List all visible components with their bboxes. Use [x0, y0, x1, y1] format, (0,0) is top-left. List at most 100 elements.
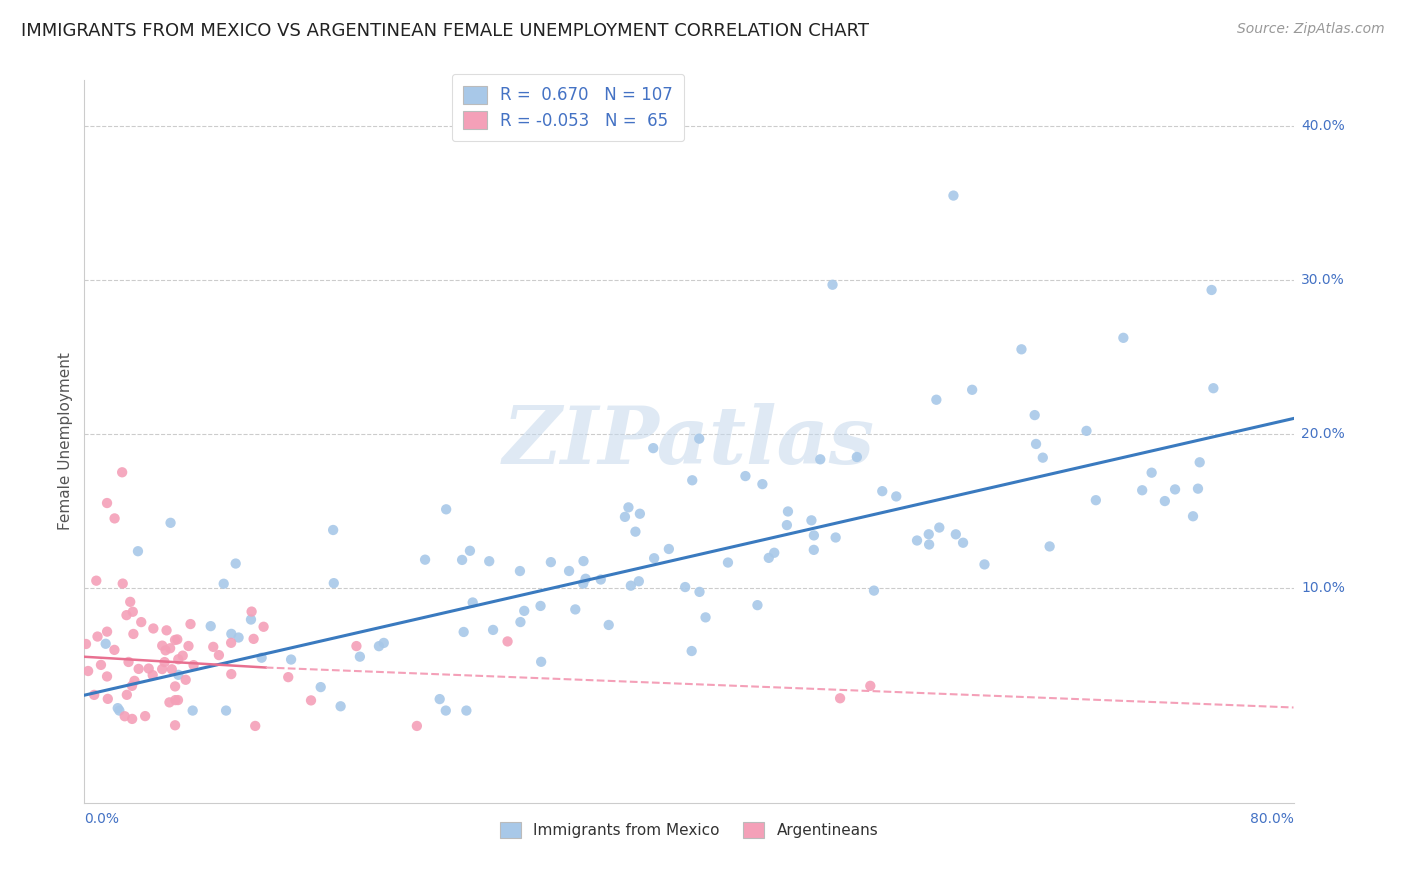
Point — [167, 668, 190, 682]
Point — [461, 595, 484, 609]
Point — [643, 551, 665, 566]
Point — [299, 693, 322, 707]
Point — [129, 615, 152, 629]
Point — [142, 668, 165, 682]
Point — [121, 679, 143, 693]
Point — [242, 632, 264, 646]
Text: 20.0%: 20.0% — [1301, 427, 1344, 441]
Point — [277, 670, 299, 684]
Point — [529, 599, 551, 613]
Point — [803, 542, 825, 557]
Point — [673, 580, 696, 594]
Point — [96, 624, 118, 639]
Point — [1112, 331, 1135, 345]
Point — [134, 709, 156, 723]
Point — [734, 469, 756, 483]
Point — [368, 639, 391, 653]
Point — [1182, 509, 1205, 524]
Point — [572, 554, 595, 568]
Point — [167, 652, 190, 666]
Point — [121, 712, 143, 726]
Point — [1201, 283, 1223, 297]
Point — [115, 688, 138, 702]
Point — [174, 673, 197, 687]
Point — [1188, 455, 1211, 469]
Point — [349, 649, 371, 664]
Point — [159, 641, 181, 656]
Point — [884, 490, 907, 504]
Point — [905, 533, 928, 548]
Point — [845, 450, 868, 464]
Text: 0.0%: 0.0% — [84, 812, 120, 826]
Point — [104, 511, 127, 525]
Point — [751, 477, 773, 491]
Point — [572, 576, 595, 591]
Point — [83, 688, 105, 702]
Point — [128, 662, 150, 676]
Point — [155, 624, 177, 638]
Point — [808, 452, 831, 467]
Point — [202, 640, 225, 654]
Point — [758, 550, 780, 565]
Point — [451, 553, 474, 567]
Point — [681, 644, 703, 658]
Point — [617, 500, 640, 515]
Point — [280, 652, 302, 666]
Point — [1032, 450, 1054, 465]
Point — [166, 632, 188, 647]
Point — [90, 657, 112, 672]
Point — [346, 639, 368, 653]
Point — [942, 188, 965, 202]
Point — [624, 524, 647, 539]
Point — [513, 604, 536, 618]
Point — [183, 658, 205, 673]
Point — [496, 634, 519, 648]
Point — [219, 667, 242, 681]
Point — [103, 643, 125, 657]
Point — [928, 520, 950, 534]
Point — [478, 554, 501, 568]
Point — [558, 564, 581, 578]
Point — [322, 576, 344, 591]
Point — [228, 631, 250, 645]
Point — [747, 598, 769, 612]
Point — [111, 465, 134, 479]
Point — [1076, 424, 1098, 438]
Point — [776, 518, 799, 533]
Point — [322, 523, 344, 537]
Point — [620, 579, 643, 593]
Point — [108, 704, 131, 718]
Point — [165, 718, 187, 732]
Point — [177, 639, 200, 653]
Point — [96, 669, 118, 683]
Point — [240, 605, 263, 619]
Point — [482, 623, 505, 637]
Point — [212, 576, 235, 591]
Point — [413, 552, 436, 566]
Point — [117, 655, 139, 669]
Point — [918, 527, 941, 541]
Point — [434, 502, 457, 516]
Point — [122, 627, 145, 641]
Point — [215, 704, 238, 718]
Point — [689, 585, 711, 599]
Point — [165, 680, 187, 694]
Point — [627, 574, 650, 589]
Point — [863, 583, 886, 598]
Point — [1187, 482, 1209, 496]
Point — [114, 709, 136, 723]
Point — [945, 527, 967, 541]
Y-axis label: Female Unemployment: Female Unemployment — [58, 352, 73, 531]
Point — [1024, 408, 1046, 422]
Point — [406, 719, 429, 733]
Point — [1140, 466, 1163, 480]
Point — [717, 556, 740, 570]
Point — [960, 383, 983, 397]
Point — [628, 507, 651, 521]
Point — [165, 693, 187, 707]
Point — [1011, 343, 1033, 357]
Point — [658, 541, 681, 556]
Point — [973, 558, 995, 572]
Point — [456, 704, 478, 718]
Point — [643, 441, 665, 455]
